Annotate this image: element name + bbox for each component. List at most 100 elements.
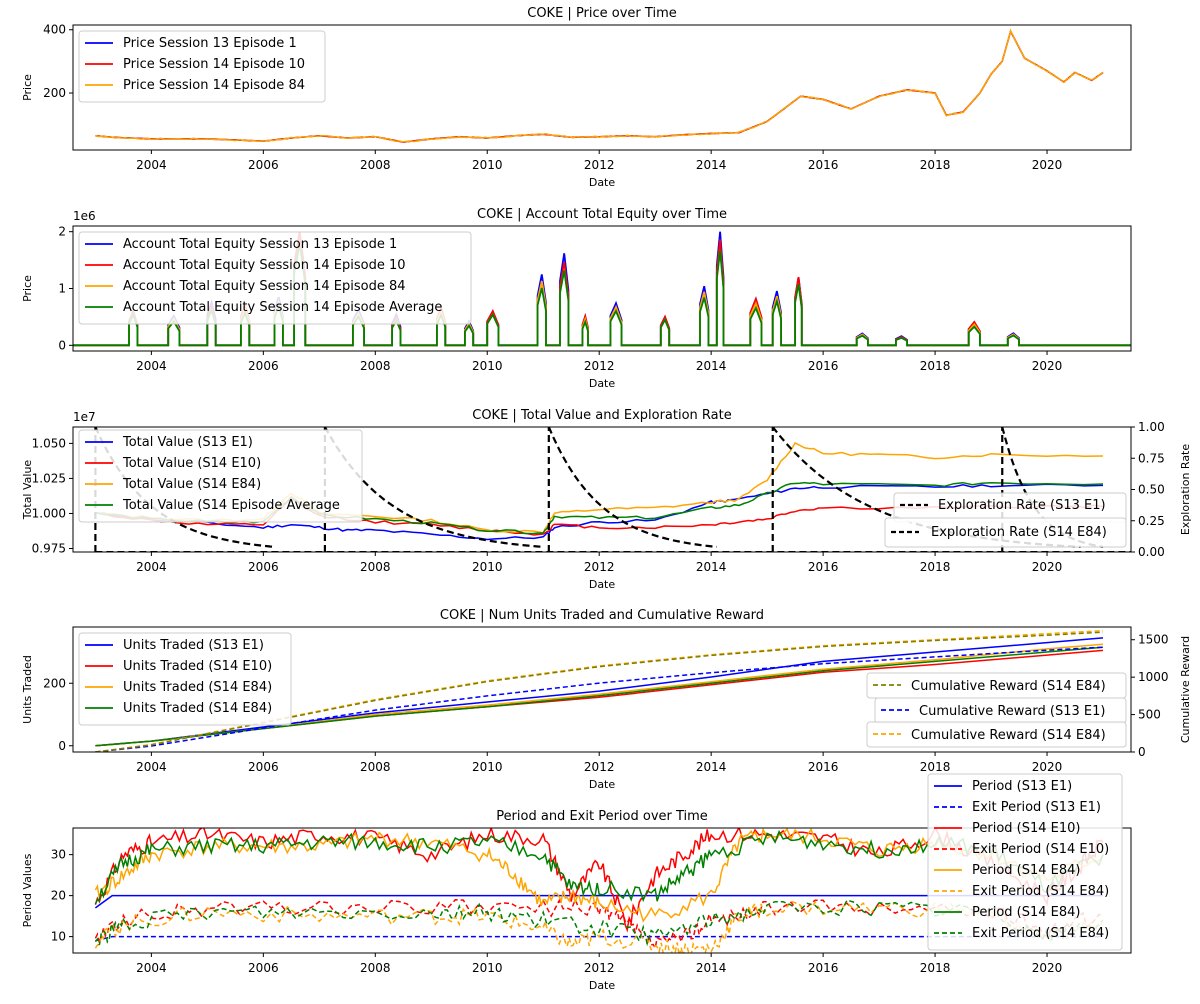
x-tick-label: 2004 bbox=[136, 760, 167, 774]
x-axis-label: Date bbox=[589, 578, 616, 591]
plot-area bbox=[95, 28, 1104, 143]
panel-title: COKE | Num Units Traded and Cumulative R… bbox=[440, 608, 764, 623]
x-tick-label: 2020 bbox=[1032, 760, 1063, 774]
x-tick-label: 2006 bbox=[248, 760, 279, 774]
legend-label: Period (S14 E84) bbox=[972, 905, 1081, 920]
legend-label: Cumulative Reward (S13 E1) bbox=[919, 704, 1105, 719]
legend-label: Units Traded (S14 E84) bbox=[123, 701, 272, 716]
x-tick-label: 2016 bbox=[808, 158, 839, 172]
y-tick-label: 1.000 bbox=[32, 506, 66, 520]
legend-label: Account Total Equity Session 14 Episode … bbox=[123, 279, 406, 294]
y-right-tick-label: 0 bbox=[1138, 745, 1146, 759]
y-axis-right-label: Exploration Rate bbox=[1179, 444, 1192, 536]
x-tick-label: 2018 bbox=[920, 158, 951, 172]
legend-label: Total Value (S13 E1) bbox=[122, 435, 253, 450]
series-line-price-s14e84 bbox=[95, 28, 1104, 143]
legend-label: Cumulative Reward (S14 E84) bbox=[911, 728, 1106, 743]
legend-label: Total Value (S14 E10) bbox=[122, 456, 261, 471]
x-tick-label: 2008 bbox=[360, 359, 391, 373]
y-right-tick-label: 0.75 bbox=[1138, 451, 1165, 465]
legend-label: Exit Period (S14 E84) bbox=[972, 926, 1109, 941]
x-tick-label: 2004 bbox=[136, 359, 167, 373]
legend-label: Period (S13 E1) bbox=[972, 779, 1072, 794]
x-tick-label: 2018 bbox=[920, 359, 951, 373]
y-axis-right-label: Cumulative Reward bbox=[1179, 636, 1192, 743]
y-tick-label: 1.025 bbox=[32, 471, 66, 485]
period-line-4 bbox=[94, 828, 1104, 923]
legend-label: Units Traded (S13 E1) bbox=[123, 638, 264, 653]
x-axis-label: Date bbox=[589, 979, 616, 992]
legend-box bbox=[78, 30, 326, 103]
x-tick-label: 2014 bbox=[696, 760, 727, 774]
x-tick-label: 2010 bbox=[472, 560, 503, 574]
y-tick-label: 30 bbox=[51, 848, 66, 862]
x-tick-label: 2008 bbox=[360, 961, 391, 975]
x-tick-label: 2020 bbox=[1032, 359, 1063, 373]
x-tick-label: 2004 bbox=[136, 560, 167, 574]
y-right-tick-label: 1500 bbox=[1138, 633, 1169, 647]
legend-label: Total Value (S14 Episode Average bbox=[122, 498, 340, 513]
panel-2: COKE | Account Total Equity over Time Dat… bbox=[21, 207, 1132, 390]
reward-line-2 bbox=[95, 631, 1104, 752]
y-right-tick-label: 0.50 bbox=[1138, 483, 1165, 497]
plot-frame bbox=[72, 626, 1132, 753]
x-tick-label: 2018 bbox=[920, 760, 951, 774]
period-line-1 bbox=[95, 935, 1103, 942]
x-tick-label: 2020 bbox=[1032, 560, 1063, 574]
legend-label: Exploration Rate (S14 E84) bbox=[931, 525, 1107, 540]
units-line-3 bbox=[95, 646, 1104, 747]
x-tick-label: 2014 bbox=[696, 158, 727, 172]
x-tick-label: 2008 bbox=[360, 760, 391, 774]
plot-frame bbox=[72, 225, 1132, 352]
legend-label: Price Session 13 Episode 1 bbox=[123, 36, 297, 51]
period-line-0 bbox=[94, 894, 1103, 909]
legend-box bbox=[78, 429, 363, 523]
y-tick-label: 0.975 bbox=[32, 541, 66, 555]
panel-title: COKE | Total Value and Exploration Rate bbox=[472, 408, 732, 423]
y-axis-label: Units Traded bbox=[21, 655, 34, 724]
x-tick-label: 2012 bbox=[584, 961, 615, 975]
y-tick-label: 2 bbox=[58, 225, 66, 239]
equity-line-3 bbox=[73, 242, 1131, 347]
x-axis-label: Date bbox=[589, 778, 616, 791]
plot-area bbox=[73, 231, 1131, 347]
x-tick-label: 2008 bbox=[360, 560, 391, 574]
legend-box bbox=[866, 721, 1127, 748]
legend: Price Session 13 Episode 1 Price Session … bbox=[78, 30, 326, 103]
x-tick-label: 2014 bbox=[696, 560, 727, 574]
x-tick-label: 2018 bbox=[920, 961, 951, 975]
legend: Account Total Equity Session 13 Episode … bbox=[78, 231, 472, 325]
panel-3: COKE | Total Value and Exploration Rate D… bbox=[21, 408, 1192, 591]
legend-label: Exit Period (S14 E10) bbox=[972, 842, 1109, 857]
legend-label: Period (S14 E84) bbox=[972, 863, 1081, 878]
x-tick-label: 2016 bbox=[808, 961, 839, 975]
x-tick-label: 2016 bbox=[808, 359, 839, 373]
x-tick-label: 2012 bbox=[584, 359, 615, 373]
x-tick-label: 2014 bbox=[696, 961, 727, 975]
legend: Cumulative Reward (S14 E84) bbox=[866, 721, 1127, 748]
legend-label: Exploration Rate (S13 E1) bbox=[938, 498, 1106, 513]
x-tick-label: 2014 bbox=[696, 359, 727, 373]
legend-label: Units Traded (S14 E10) bbox=[123, 659, 272, 674]
legend: Exploration Rate (S13 E1) bbox=[893, 492, 1127, 523]
legend: Units Traded (S13 E1) Units Traded (S14 E… bbox=[78, 632, 292, 726]
x-tick-label: 2018 bbox=[920, 560, 951, 574]
period-line-7 bbox=[94, 899, 1104, 947]
legend: Cumulative Reward (S13 E1) bbox=[874, 697, 1127, 724]
exploration-decay-2 bbox=[547, 427, 717, 548]
plot-frame bbox=[72, 426, 1132, 553]
scale-label: 1e6 bbox=[73, 209, 96, 223]
y-tick-label: 0 bbox=[58, 739, 66, 753]
legend-label: Units Traded (S14 E84) bbox=[123, 680, 272, 695]
plot-frame bbox=[72, 827, 1132, 954]
panel-5: Period and Exit Period over Time Date Peri… bbox=[21, 773, 1132, 992]
y-axis-label: Period Values bbox=[21, 853, 34, 927]
x-tick-label: 2016 bbox=[808, 560, 839, 574]
legend-label: Price Session 14 Episode 84 bbox=[123, 78, 305, 93]
y-axis-label: Total Value bbox=[21, 460, 34, 521]
y-axis-label: Price bbox=[21, 74, 34, 101]
x-tick-label: 2020 bbox=[1032, 158, 1063, 172]
reward-line-1 bbox=[95, 646, 1104, 752]
legend-label: Exit Period (S13 E1) bbox=[972, 800, 1101, 815]
x-tick-label: 2020 bbox=[1032, 961, 1063, 975]
